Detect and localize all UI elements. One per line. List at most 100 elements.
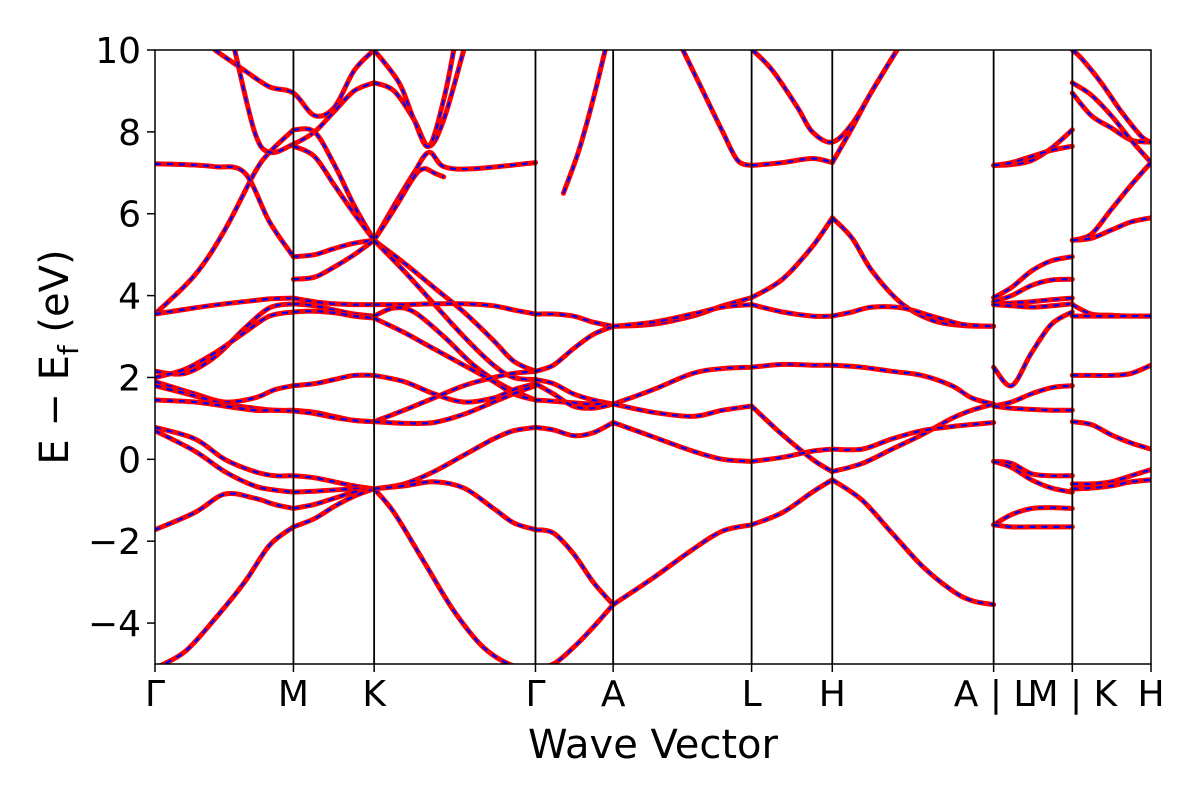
band-fit-line-91	[1072, 216, 1151, 242]
band-fit-line-43	[535, 312, 614, 328]
band-fit-line-33	[373, 239, 536, 381]
band-fit-line-86	[993, 523, 1073, 529]
band-line-54	[610, 302, 755, 329]
y-tick-label-2: 0	[118, 440, 141, 481]
band-fit-line-98	[1072, 478, 1151, 490]
y-axis-title-subscript: f	[52, 344, 85, 355]
band-fit-line-40	[373, 426, 536, 490]
x-axis: Γ M K Γ A L H A | LM | K H	[145, 664, 1165, 715]
band-fit-line-66	[751, 448, 833, 463]
band-fit-line-69	[832, 305, 994, 328]
band-fit-line-75	[993, 145, 1073, 167]
y-tick-label-3: 2	[118, 358, 141, 399]
band-fit-line-27	[292, 487, 375, 528]
band-line-48	[533, 420, 616, 439]
band-fit-line-85	[993, 506, 1073, 526]
band-fit-line-38	[373, 370, 536, 423]
band-fit-line-18	[293, 297, 375, 306]
band-fit-line-47	[534, 382, 614, 410]
band-line-80	[991, 309, 1075, 389]
band-fit-line-14	[293, 127, 376, 241]
band-fit-line-64	[751, 363, 833, 369]
band-line-60	[750, 50, 900, 145]
band-fit-line-50	[550, 603, 615, 664]
y-tick-label-7: 10	[95, 31, 141, 72]
band-line-58	[610, 522, 755, 608]
band-line-35	[371, 305, 538, 403]
x-tick-label-4: A	[601, 674, 626, 715]
band-fit-line-17	[293, 239, 375, 281]
band-fit-line-89	[1071, 50, 1151, 144]
band-line-72	[829, 420, 997, 453]
band-fit-line-95	[1072, 420, 1151, 451]
band-fit-line-7	[155, 398, 294, 413]
band-fit-line-63	[751, 303, 833, 318]
band-fit-line-21	[293, 373, 375, 387]
band-fit-line-20	[293, 310, 375, 320]
band-line-67	[749, 477, 835, 528]
plot-frame	[154, 49, 1152, 665]
band-line-4	[155, 309, 296, 380]
y-tick-label-0: −4	[88, 604, 141, 645]
band-fit-line-45	[535, 378, 614, 406]
band-fit-line-15	[292, 145, 375, 241]
band-line-62	[749, 215, 835, 301]
band-fit-line-46	[535, 398, 614, 406]
band-fit-line-82	[993, 405, 1073, 412]
band-line-41	[371, 486, 516, 664]
band-fit-line-26	[293, 487, 375, 510]
band-line-11	[157, 524, 296, 664]
band-fit-line-39	[374, 384, 536, 425]
band-line-29	[371, 50, 457, 149]
band-fit-line-34	[374, 302, 536, 316]
x-tick-label-0: Γ	[145, 674, 165, 715]
band-fit-line-31	[373, 167, 445, 241]
band-fit-line-61	[831, 50, 898, 164]
x-tick-label-6: H	[819, 674, 846, 715]
y-tick-label-5: 6	[118, 195, 141, 236]
band-fit-line-84	[993, 460, 1073, 494]
band-line-49	[533, 527, 616, 608]
band-fit-line-54	[613, 303, 752, 328]
band-line-42	[371, 479, 538, 533]
band-fit-line-11	[161, 526, 295, 664]
band-line-40	[371, 424, 538, 492]
band-fit-line-67	[751, 478, 833, 526]
band-fit-line-19	[293, 302, 375, 318]
band-line-51	[560, 50, 608, 196]
band-line-55	[610, 364, 755, 407]
band-fit-line-57	[612, 421, 752, 463]
band-fit-line-8	[155, 426, 294, 478]
band-line-10	[155, 490, 296, 533]
band-fit-line-0	[155, 129, 295, 315]
band-fit-line-96	[1072, 468, 1151, 486]
band-line-2	[155, 161, 296, 260]
band-fit-line-23	[293, 409, 375, 423]
band-line-52	[680, 50, 755, 168]
y-axis-title-unit: (eV)	[32, 249, 78, 345]
band-fit-line-80	[992, 311, 1073, 387]
band-fit-line-16	[293, 239, 375, 258]
band-fit-line-2	[155, 162, 295, 258]
band-fit-line-10	[155, 492, 294, 531]
y-tick-label-1: −2	[88, 522, 141, 563]
band-fit-line-59	[751, 157, 833, 167]
band-fit-line-65	[750, 405, 833, 473]
band-fit-line-88	[1071, 81, 1151, 164]
band-fit-line-12	[214, 50, 375, 118]
band-fit-line-30	[373, 151, 536, 241]
band-fit-line-70	[832, 364, 994, 406]
band-fit-line-83	[993, 460, 1073, 477]
band-fit-line-77	[993, 278, 1073, 303]
band-line-0	[155, 127, 296, 317]
band-fit-line-24	[293, 474, 375, 490]
band-fit-line-4	[155, 310, 294, 379]
band-fit-line-56	[612, 403, 752, 418]
band-line-56	[610, 401, 755, 419]
band-fit-line-37	[373, 374, 536, 404]
band-fit-line-9	[155, 429, 294, 494]
band-line-85	[991, 505, 1075, 528]
band-fit-line-35	[373, 306, 536, 402]
band-line-71	[829, 401, 997, 475]
